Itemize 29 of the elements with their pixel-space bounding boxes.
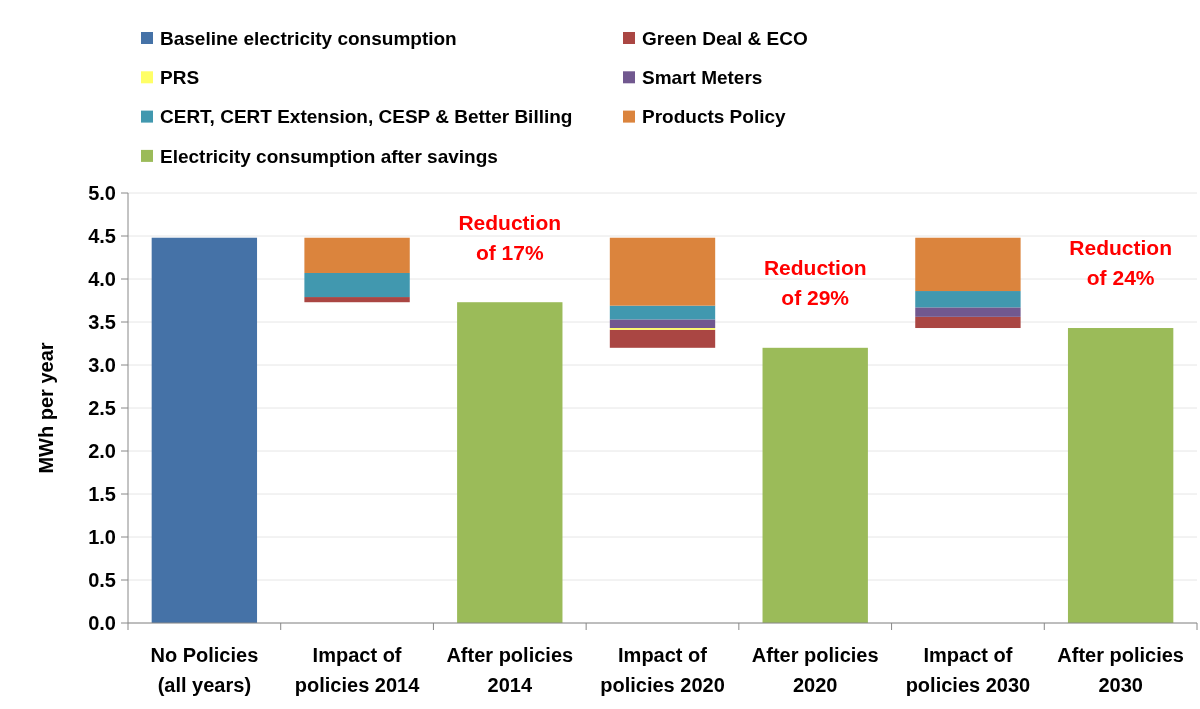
annotation: Reduction of 24%: [1069, 236, 1172, 290]
y-tick-label: 1.5: [88, 483, 116, 505]
y-tick-label: 0.0: [88, 612, 116, 634]
legend-label: PRS: [160, 66, 200, 88]
legend-label: Baseline electricity consumption: [160, 27, 457, 49]
annotation: Reduction of 29%: [763, 256, 867, 310]
y-axis-title: MWh per year: [35, 342, 57, 474]
y-tick-label: 4.5: [88, 225, 116, 247]
x-tick-label: No Policies (all years): [150, 644, 259, 696]
x-tick-label: After policies 2014: [446, 644, 574, 696]
legend-label: Electricity consumption after savings: [160, 145, 498, 167]
legend-label: Smart Meters: [642, 66, 763, 88]
legend-label: CERT, CERT Extension, CESP & Better Billing: [160, 106, 573, 128]
x-tick-label: After policies 2020: [751, 644, 879, 696]
x-tick-label: Impact of policies 2020: [600, 644, 725, 696]
legend-label: Products Policy: [642, 106, 787, 128]
legend-label: Green Deal & ECO: [642, 27, 808, 49]
y-tick-label: 2.0: [88, 440, 116, 462]
y-tick-label: 0.5: [88, 569, 116, 591]
annotation: Reduction of 17%: [458, 210, 562, 264]
y-tick-label: 1.0: [88, 526, 116, 548]
y-tick-label: 4.0: [88, 268, 116, 290]
y-tick-label: 3.5: [88, 311, 116, 333]
x-tick-label: Impact of policies 2030: [905, 644, 1031, 696]
x-tick-label: After policies 2030: [1057, 644, 1184, 696]
x-tick-label: Impact of policies 2014: [294, 644, 421, 696]
y-tick-label: 5.0: [88, 182, 116, 204]
y-tick-label: 3.0: [88, 354, 116, 376]
y-tick-label: 2.5: [88, 397, 116, 419]
